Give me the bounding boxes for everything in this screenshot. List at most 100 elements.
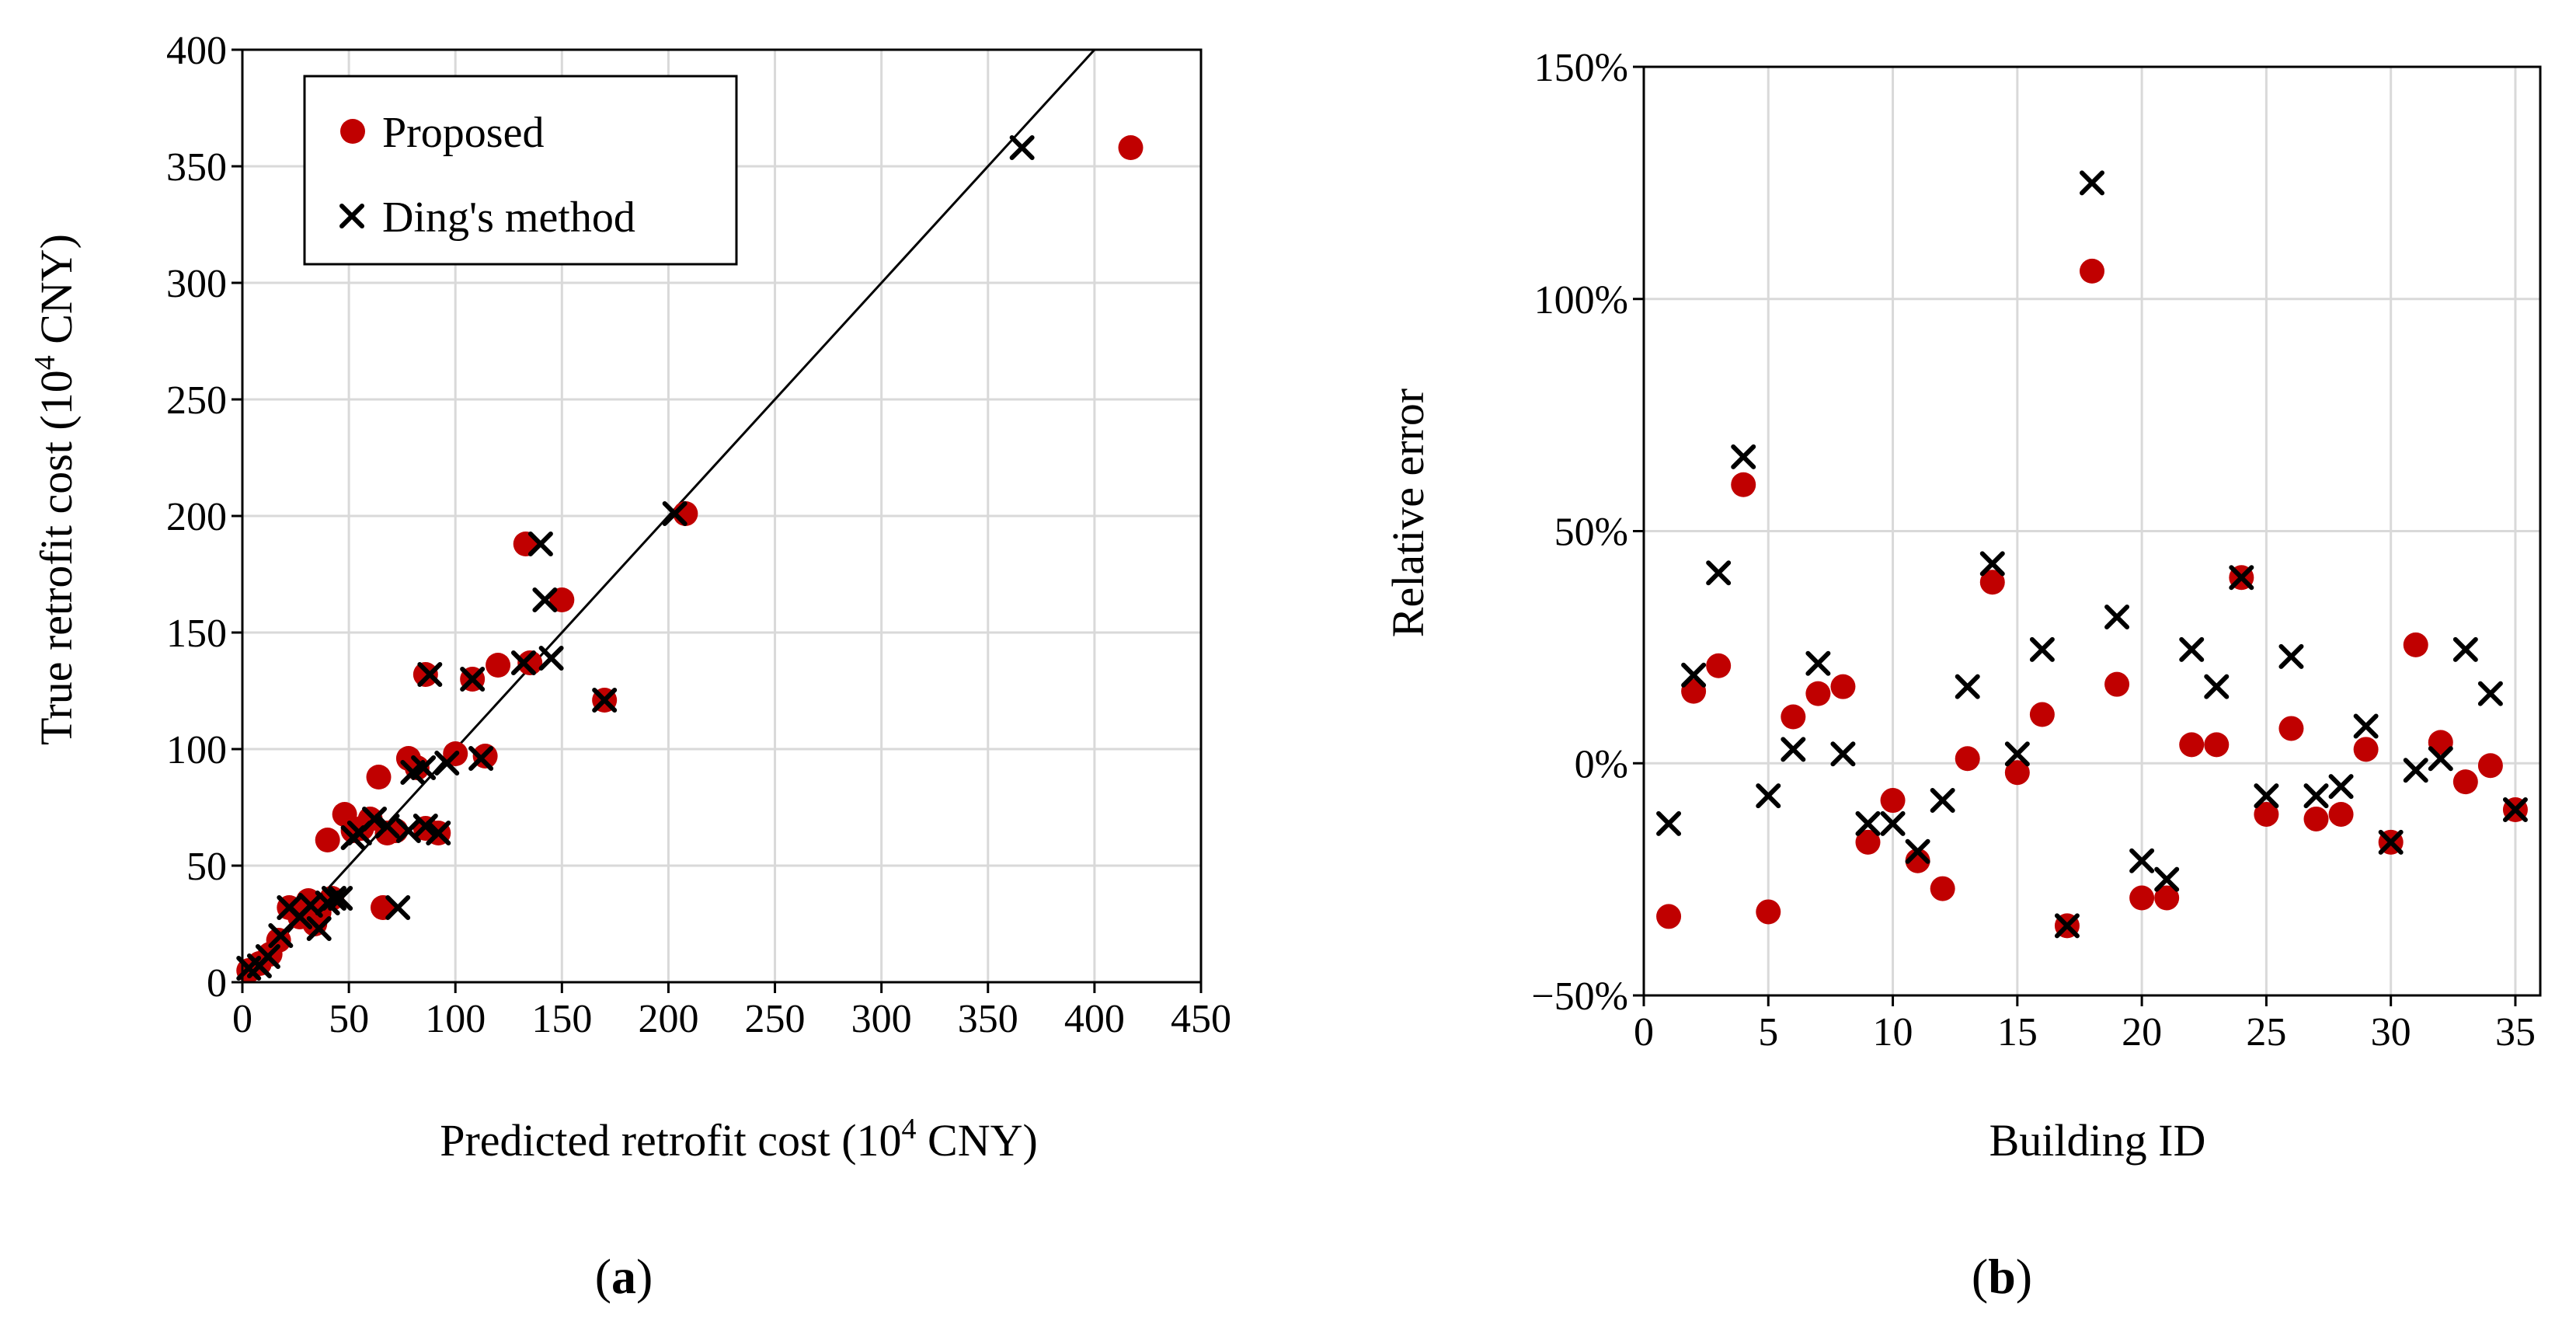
chart-a-ytick-label: 350: [166, 145, 227, 190]
proposed-point: [1979, 570, 2005, 595]
ding-method-point: [2154, 866, 2180, 892]
chart-b-xtick-label: 5: [1758, 1010, 1778, 1054]
ding-method-point: [527, 532, 553, 556]
proposed-point: [1681, 678, 1707, 704]
proposed-point: [1880, 788, 1906, 814]
ding-method-point: [460, 667, 486, 692]
chart-b-ytick-label: −50%: [1531, 974, 1628, 1019]
ding-method-point: [538, 646, 564, 671]
chart-a-gridlines: [231, 48, 1203, 993]
proposed-point: [1805, 681, 1831, 706]
ding-method-point: [2502, 797, 2528, 822]
ding-method-point: [268, 923, 294, 948]
ding-method-point: [2229, 565, 2254, 591]
chart-b-ytick-label: 150%: [1534, 46, 1628, 90]
proposed-point: [1118, 135, 1144, 160]
chart-b-markers: [1656, 170, 2528, 939]
ding-method-point: [1830, 741, 1856, 767]
chart-a-xtick-label: 50: [329, 997, 369, 1041]
proposed-point: [2080, 258, 2104, 284]
legend-ding-marker: [339, 204, 364, 228]
proposed-point: [1855, 829, 1881, 855]
ding-method-point: [2129, 848, 2155, 873]
chart-b-xtick-label: 15: [1997, 1010, 2038, 1054]
chart-a-markers: [236, 135, 1144, 983]
ding-method-point: [1756, 783, 1781, 809]
legend-ding-label: Ding's method: [382, 193, 635, 242]
ding-method-point: [1905, 838, 1930, 864]
chart-a-xtick-label: 150: [531, 997, 592, 1041]
chart-b-tick-labels: 0 5 10 15 20 25 30 35 −50% 0% 50% 100% 150%: [1531, 46, 2536, 1054]
ding-method-point: [2428, 746, 2453, 772]
ding-method-point: [1855, 810, 1881, 836]
proposed-point: [315, 828, 340, 852]
legend-proposed-label: Proposed: [382, 109, 544, 157]
ding-method-point: [1955, 674, 1980, 699]
chart-b-xtick-label: 0: [1634, 1010, 1654, 1054]
proposed-point: [2254, 801, 2279, 827]
ding-method-point: [2378, 829, 2404, 855]
ding-method-point: [374, 814, 400, 838]
proposed-point: [1731, 472, 1756, 497]
ding-method-point: [434, 751, 460, 776]
chart-a-legend: Proposed Ding's method: [303, 75, 738, 266]
chart-b-xtick-label: 25: [2246, 1010, 2286, 1054]
proposed-point: [2477, 753, 2503, 779]
proposed-point: [2129, 885, 2155, 911]
chart-a-xtick-label: 0: [232, 997, 252, 1041]
ding-method-point: [321, 886, 346, 911]
ding-method-point: [1805, 650, 1831, 676]
proposed-point: [549, 587, 575, 612]
ding-method-point: [1706, 560, 1732, 586]
chart-a-xtick-label: 200: [638, 997, 698, 1041]
chart-a-xlabel: Predicted retrofit cost (104 CNY): [440, 1113, 1038, 1166]
ding-method-point: [1009, 135, 1035, 160]
ding-method-point: [2080, 170, 2104, 196]
ding-method-point: [2054, 913, 2080, 939]
chart-b: 0 5 10 15 20 25 30 35 −50% 0% 50% 100% 150% Building…: [1383, 46, 2542, 1304]
ding-method-point: [510, 650, 536, 675]
chart-a-xtick-label: 100: [425, 997, 486, 1041]
proposed-point: [2029, 702, 2055, 727]
proposed-point: [1756, 899, 1781, 925]
chart-a-xtick-label: 250: [745, 997, 806, 1041]
ding-method-point: [413, 814, 438, 838]
proposed-point: [1830, 674, 1856, 699]
chart-a-tick-labels: 0 50 100 150 200 250 300 350 400 450 0 50 100 150 200 2…: [166, 29, 1231, 1041]
chart-b-ylabel: Relative error: [1383, 389, 1433, 637]
ding-method-point: [2477, 681, 2503, 706]
proposed-point: [2004, 760, 2030, 786]
chart-b-ytick-label: 0%: [1575, 742, 1628, 786]
proposed-point: [2179, 732, 2205, 758]
chart-a-ytick-label: 100: [166, 728, 227, 772]
ding-method-point: [2254, 783, 2279, 809]
ding-method-point: [1656, 810, 1682, 836]
proposed-point: [517, 650, 543, 675]
ding-method-point: [2452, 636, 2478, 662]
proposed-point: [383, 818, 409, 843]
proposed-point: [2104, 671, 2130, 697]
ding-method-point: [1781, 737, 1806, 762]
chart-b-xlabel: Building ID: [1989, 1115, 2206, 1166]
chart-b-plot-frame: [1642, 65, 2542, 997]
ding-method-point: [362, 807, 388, 831]
ding-method-point: [2204, 674, 2230, 699]
ding-method-point: [2403, 758, 2428, 783]
chart-a-xtick-label: 450: [1171, 997, 1231, 1041]
proposed-point: [2452, 769, 2478, 795]
proposed-point: [2353, 737, 2379, 762]
proposed-point: [2278, 716, 2304, 741]
chart-a-ytick-label: 250: [166, 378, 227, 423]
proposed-point: [357, 807, 383, 831]
chart-a-ytick-label: 150: [166, 612, 227, 656]
proposed-point: [366, 765, 392, 789]
legend-proposed-marker: [340, 119, 365, 144]
proposed-point: [413, 662, 438, 687]
ding-method-point: [255, 944, 280, 969]
chart-b-xtick-label: 20: [2122, 1010, 2162, 1054]
ding-method-point: [662, 501, 688, 526]
chart-a-ytick-label: 300: [166, 262, 227, 306]
ding-method-point: [592, 688, 618, 713]
chart-a-ytick-label: 200: [166, 495, 227, 539]
